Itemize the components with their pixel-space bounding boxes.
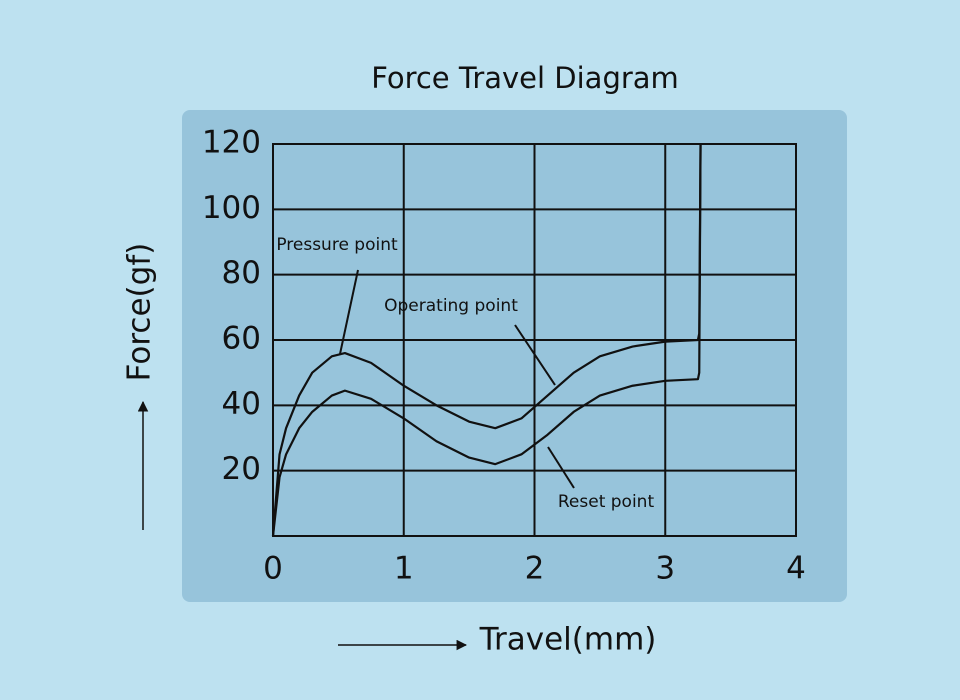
- x-tick-label: 0: [263, 551, 283, 587]
- annotation: Reset point: [558, 492, 655, 512]
- x-tick-label: 1: [394, 551, 414, 587]
- leader-line: [339, 269, 359, 355]
- plot-panel: [182, 110, 847, 602]
- annotation: Operating point: [384, 296, 518, 316]
- y-tick-label: 80: [222, 255, 261, 291]
- line-series: [271, 143, 702, 537]
- y-tick-label: 100: [202, 190, 261, 226]
- line-series: [271, 143, 702, 537]
- chart-title: Force Travel Diagram: [371, 61, 679, 95]
- x-tick-label: 3: [655, 551, 675, 587]
- annotation: Pressure point: [276, 235, 398, 255]
- plot: 20 40 60 80 100 120 0 1 2 3 4: [202, 125, 806, 587]
- y-tick-label: 40: [222, 386, 261, 422]
- y-tick-label: 60: [222, 321, 261, 357]
- leader-line: [514, 324, 556, 386]
- x-axis-label: Travel(mm): [479, 622, 657, 658]
- y-tick-label: 120: [202, 125, 261, 161]
- x-tick-label: 4: [786, 551, 806, 587]
- x-tick-label: 2: [525, 551, 545, 587]
- leader-line: [547, 446, 575, 489]
- y-tick-label: 20: [222, 451, 261, 487]
- y-axis-label: Force(gf): [122, 243, 158, 382]
